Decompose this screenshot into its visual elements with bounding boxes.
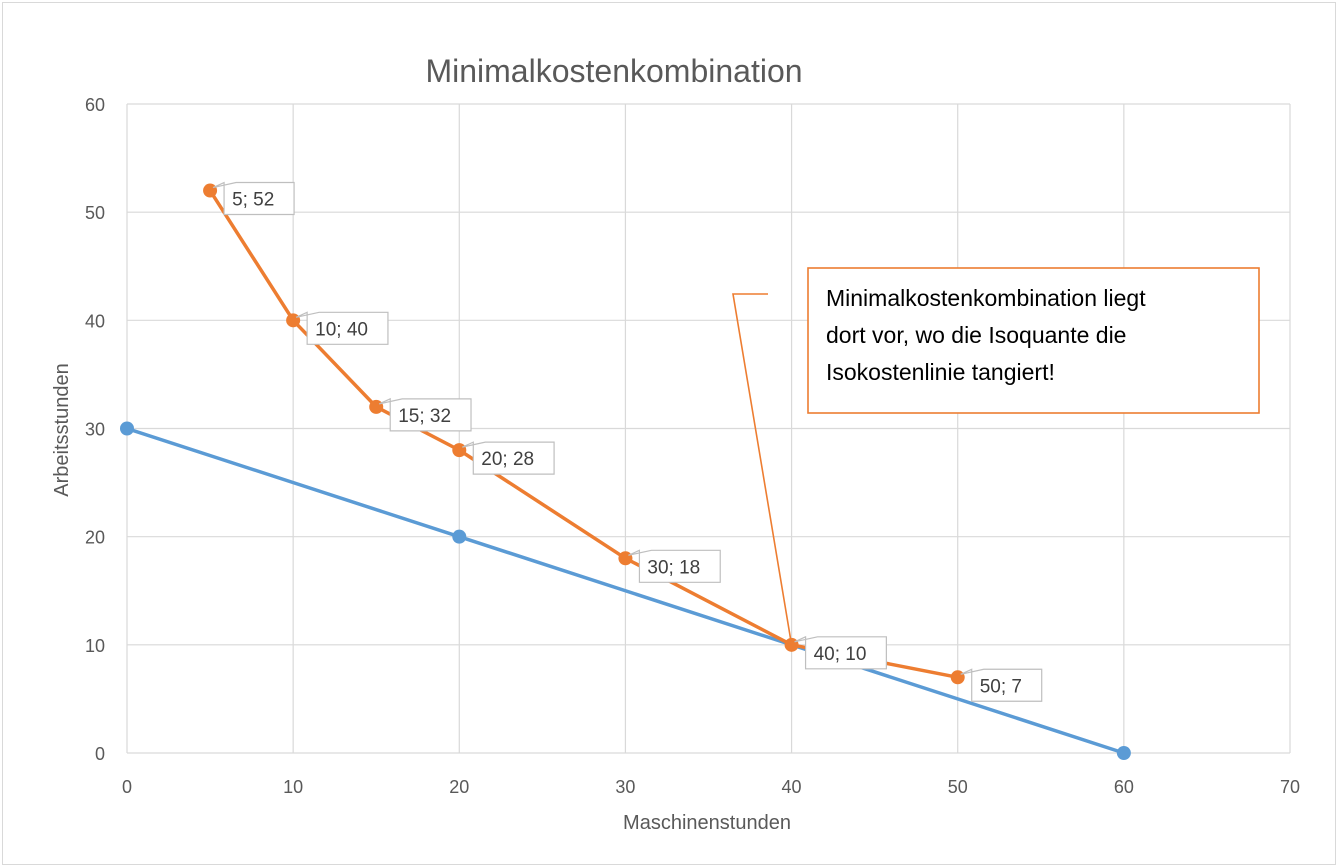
y-tick-label: 0	[95, 744, 105, 764]
data-label-text: 50; 7	[980, 676, 1022, 697]
data-label-text: 30; 18	[647, 557, 700, 578]
x-tick-label: 40	[782, 777, 802, 797]
series-2-point	[286, 313, 301, 328]
y-tick-label: 60	[85, 95, 105, 115]
x-tick-label: 60	[1114, 777, 1134, 797]
axes: 0 10 20 30 40 50 60 70 0 10 20 30 40 50 60	[85, 95, 1300, 797]
callout-text-line: Minimalkostenkombination liegt	[826, 285, 1146, 311]
data-label: 40; 10	[794, 635, 887, 670]
data-label: 30; 18	[628, 549, 721, 583]
series-2-point	[618, 551, 633, 566]
data-label-text: 10; 40	[315, 319, 368, 340]
data-label-box	[794, 635, 887, 670]
data-label-box	[960, 668, 1043, 702]
callout-box	[807, 267, 1260, 414]
callout-text-line: Isokostenlinie tangiert!	[826, 359, 1055, 385]
y-tick-label: 50	[85, 203, 105, 223]
x-tick-label: 0	[122, 777, 132, 797]
y-tick-label: 20	[85, 528, 105, 548]
y-tick-label: 40	[85, 311, 105, 331]
data-label-text: 20; 28	[481, 449, 534, 470]
y-axis-title: Arbeitsstunden	[51, 363, 73, 496]
data-label: 10; 40	[295, 311, 389, 345]
callout-leader-line	[732, 293, 793, 645]
data-label-box	[628, 549, 721, 583]
data-label-box	[212, 181, 295, 216]
x-axis-title: Maschinenstunden	[623, 812, 791, 834]
data-label: 50; 7	[960, 668, 1043, 702]
grid	[126, 103, 1291, 754]
data-label: 5; 52	[212, 181, 295, 216]
series-line-2	[208, 189, 959, 680]
data-label-text: 40; 10	[814, 644, 867, 665]
x-tick-label: 50	[948, 777, 968, 797]
x-tick-label: 70	[1280, 777, 1300, 797]
y-tick-label: 10	[85, 636, 105, 656]
callout-text-line: dort vor, wo die Isoquante die	[826, 322, 1126, 348]
series-2-point	[950, 670, 965, 685]
series-2-point	[203, 183, 218, 198]
data-label: 15; 32	[378, 397, 472, 432]
series-1-point	[120, 421, 134, 436]
x-tick-label: 30	[615, 777, 635, 797]
chart-title: Minimalkostenkombination	[425, 53, 802, 89]
data-label-box	[378, 397, 472, 432]
data-label-box	[295, 311, 389, 345]
y-tick-label: 30	[85, 420, 105, 440]
callout: Minimalkostenkombination liegt dort vor, …	[732, 267, 1260, 645]
data-label-text: 5; 52	[232, 190, 274, 211]
series-2-point	[452, 443, 467, 458]
series-2-point	[369, 399, 384, 414]
x-tick-label: 20	[449, 777, 469, 797]
data-label-box	[462, 441, 555, 475]
data-label-layer: 5; 52 10; 40 15; 32 20; 28 30; 18 40; 10 50; 7	[212, 181, 1043, 702]
x-tick-label: 10	[283, 777, 303, 797]
series-1-point	[1116, 746, 1131, 760]
data-label: 20; 28	[462, 441, 555, 475]
data-label-text: 15; 32	[398, 406, 451, 427]
series-1-point	[452, 529, 467, 544]
